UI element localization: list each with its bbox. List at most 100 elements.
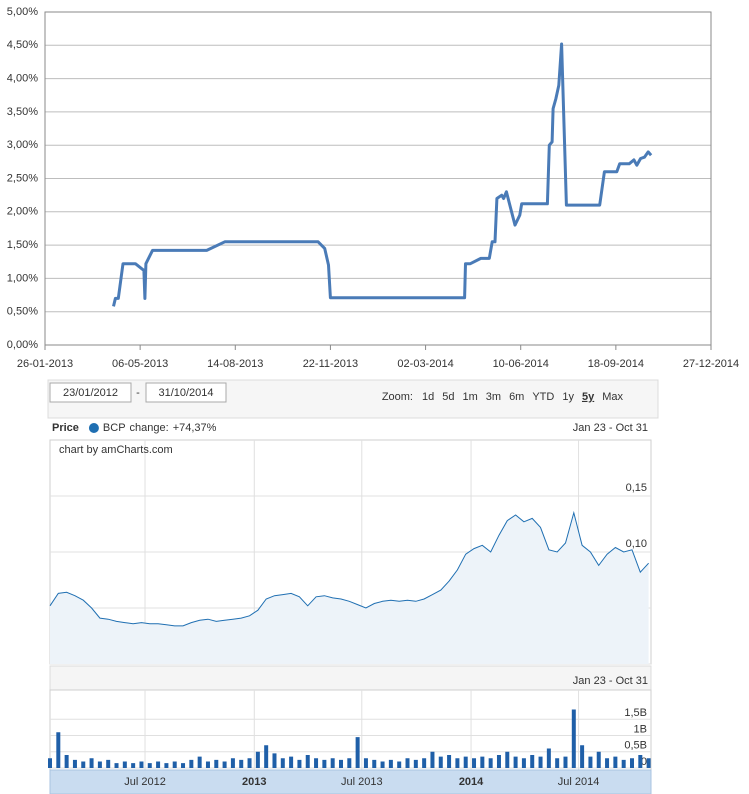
x-tick-label: Jul 2012 <box>124 776 166 788</box>
zoom-label: Zoom: <box>382 391 413 403</box>
x-tick-label: 2014 <box>459 776 484 788</box>
volume-bar <box>347 758 352 768</box>
volume-bar <box>114 763 119 768</box>
volume-bar <box>89 758 94 768</box>
y-tick-label: 0,00% <box>7 339 38 351</box>
volume-bar <box>255 751 260 768</box>
volume-bar <box>147 763 152 768</box>
zoom-button[interactable]: 1d <box>422 391 434 403</box>
y-tick-label: 1,5B <box>624 707 647 719</box>
volume-bar <box>131 763 136 768</box>
legend-title: Price <box>52 422 79 434</box>
volume-bar <box>372 759 377 768</box>
y-tick-label: 3,50% <box>7 106 38 118</box>
volume-bar <box>521 758 526 768</box>
volume-bar <box>405 758 410 768</box>
volume-bar <box>646 758 651 768</box>
volume-bar <box>264 745 269 768</box>
volume-bar <box>338 759 343 768</box>
volume-bar <box>139 761 144 768</box>
volume-bar <box>355 737 360 768</box>
y-tick-label: 1,50% <box>7 239 38 251</box>
volume-bar <box>588 756 593 768</box>
volume-bar <box>214 759 219 768</box>
volume-bar <box>580 745 585 768</box>
zoom-button[interactable]: Max <box>602 391 623 403</box>
volume-bar <box>480 756 485 768</box>
volume-bar <box>297 759 302 768</box>
x-tick-label: Jul 2014 <box>558 776 600 788</box>
volume-bar <box>422 758 427 768</box>
volume-bar <box>413 759 418 768</box>
zoom-button[interactable]: 3m <box>486 391 501 403</box>
y-tick-label: 4,00% <box>7 73 38 85</box>
volume-bar <box>380 761 385 768</box>
legend-series[interactable]: BCP <box>103 422 126 434</box>
volume-bar <box>496 755 501 768</box>
y-tick-label: 0 <box>641 756 647 768</box>
start-date-input[interactable] <box>49 382 132 403</box>
volume-bar <box>505 751 510 768</box>
end-date-input[interactable] <box>145 382 227 403</box>
volume-bar <box>430 751 435 768</box>
volume-bar <box>638 755 643 768</box>
volume-bar <box>239 759 244 768</box>
y-tick-label: 0,5B <box>624 740 647 752</box>
zoom-button[interactable]: 5y <box>582 391 595 403</box>
x-tick-label: 02-03-2014 <box>397 358 453 370</box>
y-tick-label: 0,50% <box>7 306 38 318</box>
volume-bar <box>455 758 460 768</box>
credit[interactable]: chart by amCharts.com <box>59 444 173 456</box>
y-tick-label: 0,10 <box>626 538 647 550</box>
x-tick-label: 14-08-2013 <box>207 358 263 370</box>
volume-bar <box>613 756 618 768</box>
x-tick-label: Jul 2013 <box>341 776 383 788</box>
volume-bar <box>222 761 227 768</box>
volume-bar <box>172 761 177 768</box>
volume-bar <box>571 709 576 768</box>
y-tick-label: 2,00% <box>7 206 38 218</box>
x-tick-label: 06-05-2013 <box>112 358 168 370</box>
plot-frame <box>44 11 712 346</box>
volume-bar <box>605 758 610 768</box>
date-range: Jan 23 - Oct 31 <box>573 675 648 687</box>
volume-bar <box>72 759 77 768</box>
zoom-button[interactable]: 5d <box>442 391 454 403</box>
volume-bar <box>629 758 634 768</box>
line-series <box>112 42 653 307</box>
volume-bar <box>122 761 127 768</box>
volume-bar <box>488 758 493 768</box>
volume-panel <box>49 689 652 771</box>
y-tick-label: 5,00% <box>7 6 38 18</box>
zoom-button[interactable]: YTD <box>532 391 554 403</box>
volume-bar <box>397 761 402 768</box>
volume-bar <box>463 756 468 768</box>
volume-bar <box>596 751 601 768</box>
volume-bar <box>272 753 277 768</box>
volume-bar <box>330 758 335 768</box>
volume-legend-band <box>49 665 652 691</box>
axis-band <box>49 769 652 794</box>
y-tick-label: 4,50% <box>7 39 38 51</box>
zoom-button[interactable]: 1m <box>463 391 478 403</box>
volume-bar <box>447 755 452 768</box>
zoom-button[interactable]: 6m <box>509 391 524 403</box>
volume-bar <box>621 759 626 768</box>
volume-bar <box>513 756 518 768</box>
x-tick-label: 18-09-2014 <box>588 358 644 370</box>
legend-change-label: change: <box>130 422 169 434</box>
volume-bar <box>438 756 443 768</box>
y-tick-label: 0,15 <box>626 482 647 494</box>
volume-bar <box>472 758 477 768</box>
start-date[interactable]: 23/01/2012 <box>63 387 118 399</box>
volume-bar <box>181 763 186 768</box>
y-tick-label: 2,50% <box>7 172 38 184</box>
volume-bar <box>56 732 61 768</box>
end-date[interactable]: 31/10/2014 <box>158 387 213 399</box>
zoom-button[interactable]: 1y <box>562 391 574 403</box>
volume-bar <box>106 759 111 768</box>
volume-bar <box>81 761 86 768</box>
volume-bar <box>205 761 210 768</box>
range-separator: - <box>136 387 140 399</box>
